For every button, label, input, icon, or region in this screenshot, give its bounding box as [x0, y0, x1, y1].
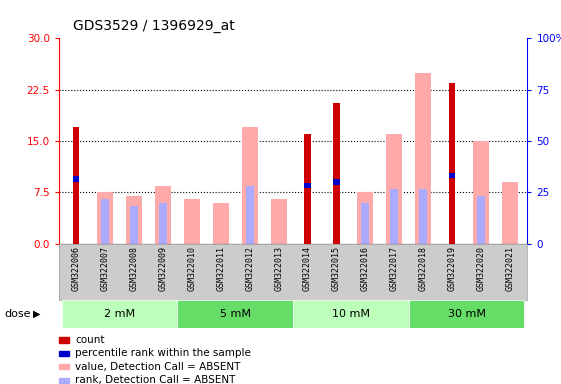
- Text: GSM322007: GSM322007: [100, 245, 109, 291]
- Bar: [97, 192, 113, 244]
- Bar: [361, 203, 370, 244]
- Bar: [419, 189, 427, 244]
- Text: count: count: [75, 335, 105, 345]
- Text: GSM322021: GSM322021: [505, 245, 514, 291]
- Bar: [305, 134, 311, 244]
- Bar: [159, 203, 167, 244]
- Bar: [126, 196, 142, 244]
- Bar: [73, 176, 80, 182]
- Text: percentile rank within the sample: percentile rank within the sample: [75, 348, 251, 358]
- Bar: [242, 127, 257, 244]
- Bar: [59, 337, 69, 343]
- Bar: [305, 183, 311, 189]
- Text: ▶: ▶: [33, 309, 40, 319]
- Text: value, Detection Call = ABSENT: value, Detection Call = ABSENT: [75, 362, 241, 372]
- Bar: [333, 179, 339, 185]
- Text: rank, Detection Call = ABSENT: rank, Detection Call = ABSENT: [75, 375, 236, 384]
- Bar: [130, 206, 138, 244]
- Bar: [293, 300, 409, 328]
- Text: dose: dose: [4, 309, 31, 319]
- Text: GSM322006: GSM322006: [72, 245, 81, 291]
- Bar: [101, 199, 109, 244]
- Bar: [73, 127, 80, 244]
- Bar: [477, 196, 485, 244]
- Bar: [62, 300, 177, 328]
- Bar: [155, 185, 171, 244]
- Bar: [387, 134, 402, 244]
- Bar: [449, 83, 456, 244]
- Bar: [409, 300, 525, 328]
- Bar: [502, 182, 518, 244]
- Text: GSM322010: GSM322010: [187, 245, 196, 291]
- Text: GDS3529 / 1396929_at: GDS3529 / 1396929_at: [73, 19, 234, 33]
- Bar: [357, 192, 374, 244]
- Text: 2 mM: 2 mM: [104, 309, 135, 319]
- Text: 10 mM: 10 mM: [332, 309, 370, 319]
- Text: 30 mM: 30 mM: [448, 309, 486, 319]
- Bar: [59, 377, 69, 383]
- Text: GSM322012: GSM322012: [245, 245, 254, 291]
- Bar: [449, 173, 456, 178]
- Bar: [390, 189, 398, 244]
- Text: GSM322009: GSM322009: [159, 245, 168, 291]
- Bar: [59, 364, 69, 369]
- Bar: [473, 141, 489, 244]
- Text: GSM322016: GSM322016: [361, 245, 370, 291]
- Bar: [271, 199, 287, 244]
- Bar: [59, 351, 69, 356]
- Bar: [184, 199, 200, 244]
- Bar: [415, 73, 431, 244]
- Text: GSM322020: GSM322020: [477, 245, 486, 291]
- Bar: [213, 203, 229, 244]
- Text: GSM322013: GSM322013: [274, 245, 283, 291]
- Text: GSM322018: GSM322018: [419, 245, 427, 291]
- Text: GSM322019: GSM322019: [448, 245, 457, 291]
- Bar: [177, 300, 293, 328]
- Bar: [333, 103, 339, 244]
- Text: GSM322017: GSM322017: [390, 245, 399, 291]
- Bar: [246, 185, 254, 244]
- Text: GSM322015: GSM322015: [332, 245, 341, 291]
- Text: GSM322011: GSM322011: [217, 245, 226, 291]
- Text: GSM322008: GSM322008: [130, 245, 139, 291]
- Text: GSM322014: GSM322014: [303, 245, 312, 291]
- Text: 5 mM: 5 mM: [220, 309, 251, 319]
